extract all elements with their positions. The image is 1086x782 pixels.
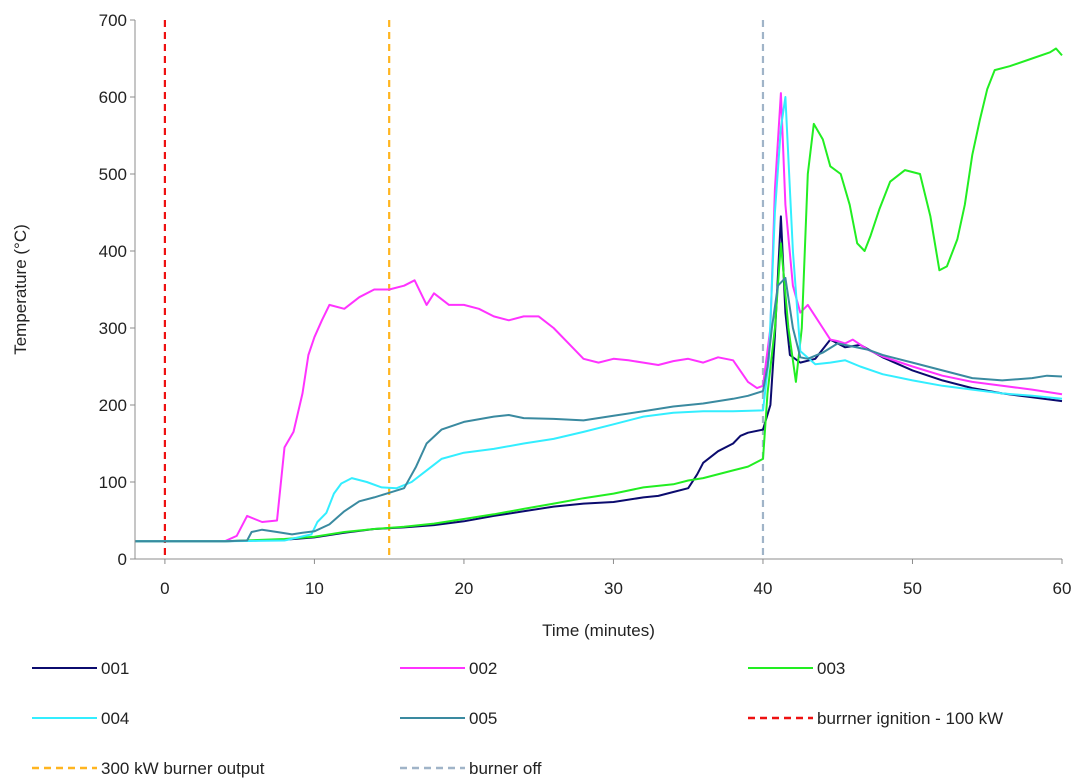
y-tick-label: 300 [99, 319, 127, 338]
x-tick-label: 10 [305, 579, 324, 598]
x-tick-label: 20 [454, 579, 473, 598]
y-tick-label: 100 [99, 473, 127, 492]
x-tick-label: 50 [903, 579, 922, 598]
y-tick-label: 400 [99, 242, 127, 261]
series-line-001 [135, 215, 1063, 543]
axes [134, 20, 1062, 560]
legend-label: 002 [469, 659, 497, 678]
legend-label: 005 [469, 709, 497, 728]
x-tick-label: 40 [754, 579, 773, 598]
ticks: 0 100 200 300 400 500 600 700 0 10 20 30 40 50 60 [99, 11, 1072, 598]
y-tick-label: 200 [99, 396, 127, 415]
y-axis-title: Temperature (°C) [11, 224, 30, 355]
y-tick-label: 700 [99, 11, 127, 30]
legend-label: 300 kW burner output [101, 759, 265, 778]
legend-label: 001 [101, 659, 129, 678]
x-axis-title: Time (minutes) [542, 621, 655, 640]
series-line-004 [135, 96, 1063, 543]
legend-label: burrner ignition - 100 kW [817, 709, 1003, 728]
legend-label: 004 [101, 709, 129, 728]
y-tick-label: 600 [99, 88, 127, 107]
series-line-002 [135, 92, 1063, 543]
legend-label: 003 [817, 659, 845, 678]
x-tick-label: 30 [604, 579, 623, 598]
x-tick-label: 60 [1053, 579, 1072, 598]
series-line-005 [135, 276, 1063, 543]
x-tick-label: 0 [160, 579, 169, 598]
legend: 001 002 003 004 005 burrner ignition - 100 kW… [32, 659, 1003, 778]
y-tick-label: 500 [99, 165, 127, 184]
legend-label: burner off [469, 759, 542, 778]
y-tick-label: 0 [118, 550, 127, 569]
series-line-003 [135, 47, 1063, 543]
plot-area [135, 20, 1063, 559]
